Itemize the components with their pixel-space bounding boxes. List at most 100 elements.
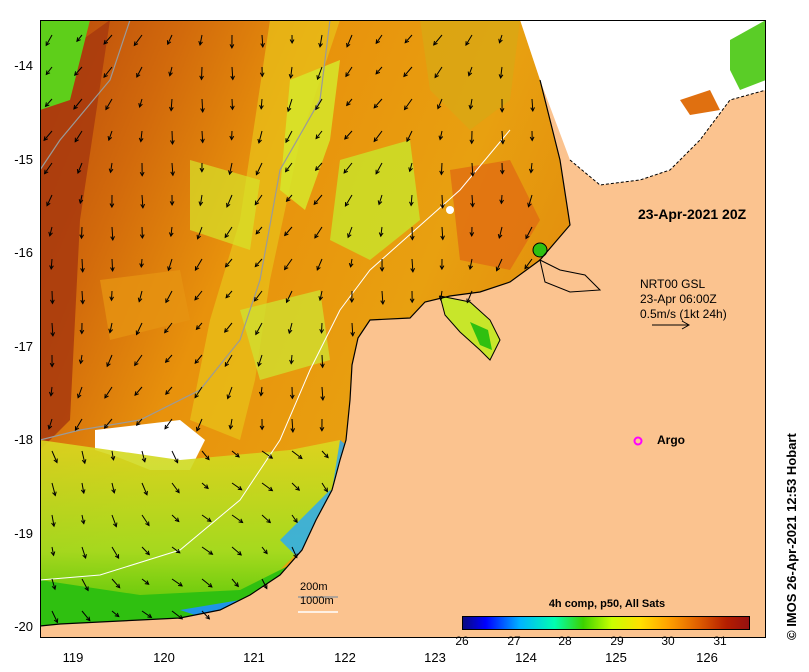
- current-vector: [347, 226, 353, 238]
- current-vector-head: [200, 108, 205, 113]
- lon-tick: 124: [515, 650, 537, 665]
- current-vector-head: [439, 265, 445, 271]
- current-vector: [74, 418, 83, 431]
- current-vector-head: [495, 266, 501, 272]
- current-vector: [224, 322, 233, 333]
- current-vector-head: [268, 454, 274, 459]
- current-vector-head: [230, 75, 235, 81]
- current-vector-head: [194, 393, 199, 399]
- argo-marker[interactable]: [633, 436, 643, 446]
- current-vector-head: [410, 267, 416, 273]
- current-vector-head: [85, 616, 91, 622]
- current-vector: [286, 290, 293, 303]
- current-vector-head: [145, 550, 151, 556]
- current-vector-head: [53, 618, 59, 624]
- current-vector-head: [234, 582, 239, 588]
- current-vector-head: [44, 169, 49, 175]
- current-vector-head: [409, 201, 414, 207]
- current-vector-head: [175, 548, 181, 554]
- current-vector-head: [314, 166, 320, 171]
- current-vector-head: [104, 393, 109, 399]
- current-vector: [404, 98, 413, 110]
- current-vector: [170, 98, 173, 111]
- current-vector-head: [404, 38, 410, 44]
- current-vector: [141, 450, 146, 462]
- current-vector: [373, 130, 383, 142]
- current-vector: [141, 578, 150, 585]
- current-vector-head: [48, 231, 53, 237]
- current-vector: [291, 418, 294, 432]
- current-vector-head: [178, 582, 183, 587]
- current-vector: [378, 194, 383, 205]
- current-vector-head: [165, 390, 170, 395]
- current-vector-head: [285, 298, 290, 304]
- current-vector: [201, 66, 203, 80]
- current-vector-head: [114, 554, 120, 559]
- current-vector: [410, 194, 413, 206]
- current-vector: [134, 354, 143, 366]
- current-vector-head: [293, 553, 298, 559]
- current-vector: [106, 354, 113, 367]
- current-vector-head: [323, 487, 328, 493]
- current-vector-head: [375, 169, 380, 175]
- current-vector: [171, 578, 183, 587]
- current-vector: [81, 290, 84, 304]
- current-vector: [291, 450, 303, 459]
- current-vector-head: [169, 140, 175, 146]
- current-vector: [201, 610, 210, 620]
- current-vector: [50, 258, 53, 270]
- current-vector: [171, 162, 174, 176]
- lat-tick: -15: [14, 152, 33, 167]
- current-vector-head: [409, 235, 415, 241]
- current-vector-head: [207, 583, 213, 588]
- current-vector-head: [316, 75, 321, 81]
- current-vector-head: [524, 264, 529, 270]
- current-vector-head: [350, 331, 355, 337]
- current-vector: [291, 546, 298, 558]
- imos-stamp: © IMOS 26-Apr-2021 12:53 Hobart: [784, 433, 799, 640]
- current-vector-head: [349, 298, 355, 304]
- current-vector-head: [106, 362, 111, 368]
- sst-map[interactable]: [40, 20, 766, 638]
- current-vector-head: [206, 517, 212, 523]
- current-vector: [375, 162, 383, 175]
- current-vector-head: [315, 105, 320, 111]
- current-vector: [466, 290, 473, 303]
- current-vector: [141, 194, 144, 208]
- current-vector: [111, 450, 114, 460]
- current-vector-head: [348, 262, 354, 268]
- current-vector: [51, 610, 58, 623]
- current-vector-head: [347, 233, 352, 239]
- current-vector-head: [196, 426, 201, 432]
- current-vector-head: [318, 296, 323, 302]
- current-vector: [140, 130, 143, 142]
- current-vector-head: [259, 425, 265, 431]
- current-vector: [196, 322, 203, 330]
- current-vector-head: [403, 72, 408, 78]
- current-vector-head: [297, 454, 303, 460]
- current-vector: [81, 578, 89, 591]
- current-vector-head: [268, 486, 274, 492]
- current-vector: [51, 578, 56, 590]
- current-vector-head: [111, 488, 116, 494]
- current-vector-head: [74, 137, 79, 143]
- depth-legend-1000: 1000m: [300, 595, 334, 607]
- current-vector: [201, 98, 204, 112]
- current-vector: [81, 226, 83, 239]
- current-vector: [170, 226, 173, 237]
- current-vector-head: [167, 266, 172, 272]
- current-vector: [406, 130, 413, 142]
- current-vector: [285, 162, 293, 172]
- current-vector: [254, 194, 263, 205]
- current-vector-head: [114, 612, 120, 618]
- lat-tick: -16: [14, 245, 33, 260]
- current-vector-head: [225, 293, 230, 299]
- current-vector: [50, 386, 53, 396]
- current-vector: [469, 258, 473, 270]
- colorbar-tick: 27: [507, 634, 521, 648]
- current-vector-head: [469, 139, 475, 145]
- depth-contour-200: [40, 20, 331, 441]
- current-vector: [51, 450, 58, 463]
- current-vector-head: [168, 71, 173, 77]
- current-vector-head: [169, 106, 174, 112]
